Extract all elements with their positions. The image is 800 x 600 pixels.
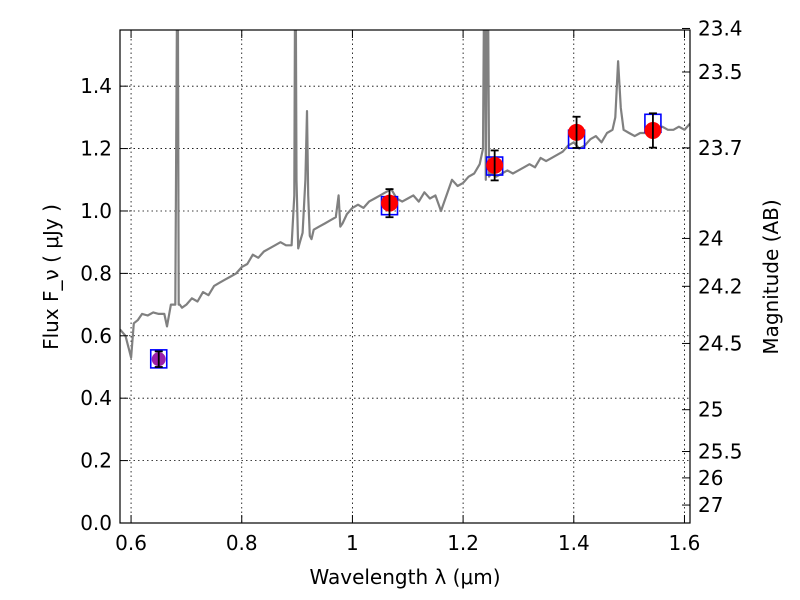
y-axis-label: Flux F_ν ( μJy )	[39, 204, 63, 350]
y2-tick-label: 24.5	[698, 331, 743, 355]
x-tick-label: 1.4	[558, 531, 590, 555]
y-tick-label: 0.6	[80, 324, 112, 348]
y2-tick-label: 23.7	[698, 136, 743, 160]
spectrum-layer	[120, 30, 690, 359]
x-tick-label: 1.2	[447, 531, 479, 555]
y2-axis-label: Magnitude (AB)	[759, 199, 783, 354]
y-tick-label: 1.4	[80, 74, 112, 98]
spectrum-line	[120, 30, 690, 359]
y-tick-label: 0.4	[80, 386, 112, 410]
plot-frame	[119, 29, 691, 524]
x-tick-label: 1	[346, 531, 359, 555]
y2-tick-label: 25	[698, 398, 723, 422]
y-tick-label: 0.0	[80, 511, 112, 535]
x-tick-label: 0.6	[115, 531, 147, 555]
y-tick-label: 1.2	[80, 137, 112, 161]
y-tick-label: 0.8	[80, 261, 112, 285]
y2-tick-label: 27	[698, 493, 723, 517]
ticks-layer: 0.6 0.8 1 1.2 1.4 1.6 0.0 0.2 0.4 0.6 0.8 1.0 1.2 1.4…	[80, 16, 742, 555]
y2-tick-label: 24.2	[698, 274, 743, 298]
y-tick-label: 1.0	[80, 199, 112, 223]
y2-tick-label: 23.5	[698, 60, 743, 84]
y-tick-label: 0.2	[80, 449, 112, 473]
y2-tick-label: 24	[698, 226, 723, 250]
grid-layer	[120, 30, 690, 524]
y2-tick-label: 25.5	[698, 440, 743, 464]
y2-tick-label: 26	[698, 466, 723, 490]
points-layer	[149, 112, 662, 369]
x-tick-label: 0.8	[226, 531, 258, 555]
y2-tick-label: 23.4	[698, 16, 743, 40]
x-axis-label: Wavelength λ (μm)	[309, 565, 500, 589]
x-tick-label: 1.6	[669, 531, 701, 555]
